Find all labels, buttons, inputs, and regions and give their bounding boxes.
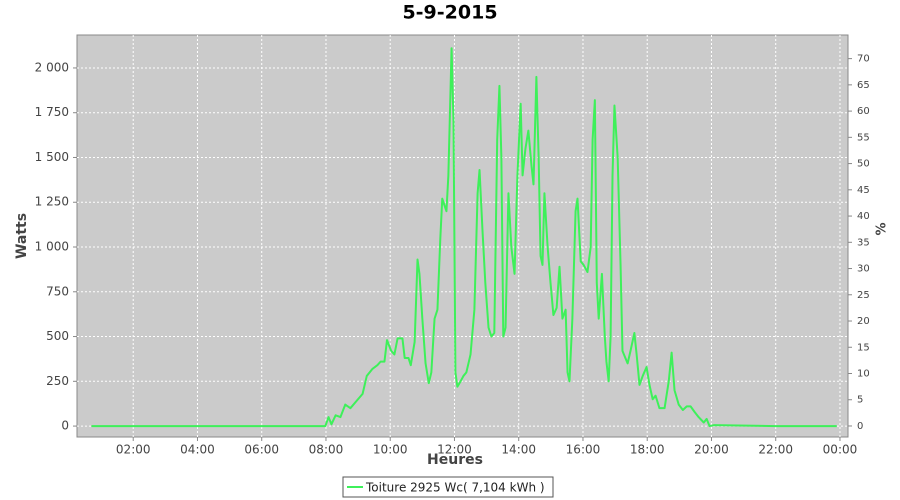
y-tick-label: 1 750: [35, 105, 69, 119]
legend-label: Toiture 2925 Wc( 7,104 kWh ): [365, 481, 545, 495]
y-tick-label: 500: [46, 329, 69, 343]
x-tick-label: 06:00: [244, 443, 279, 457]
y-tick-label: 750: [46, 284, 69, 298]
y-axis-label: Watts: [14, 213, 30, 259]
x-tick-label: 22:00: [758, 443, 793, 457]
y2-tick-label: 5: [857, 395, 863, 406]
y2-tick-label: 50: [857, 159, 870, 170]
y2-tick-label: 35: [857, 237, 870, 248]
y2-tick-label: 65: [857, 80, 870, 91]
y2-tick-label: 25: [857, 290, 870, 301]
y2-tick-label: 55: [857, 132, 870, 143]
y2-tick-label: 10: [857, 368, 870, 379]
x-tick-label: 04:00: [180, 443, 215, 457]
y-tick-label: 1 500: [35, 150, 69, 164]
x-tick-label: 08:00: [309, 443, 344, 457]
x-tick-label: 12:00: [437, 443, 472, 457]
plot-area: [76, 34, 849, 438]
x-tick-label: 10:00: [373, 443, 408, 457]
y2-tick-label: 20: [857, 316, 870, 327]
y2-tick-label: 60: [857, 106, 870, 117]
legend-box: [342, 476, 554, 498]
y-tick-label: 1 250: [35, 195, 69, 209]
x-tick-label: 16:00: [566, 443, 601, 457]
y2-tick-label: 15: [857, 342, 870, 353]
x-tick-label: 20:00: [694, 443, 729, 457]
y-tick-label: 2 000: [35, 60, 69, 74]
y2-tick-label: 45: [857, 185, 870, 196]
y2-tick-label: 40: [857, 211, 870, 222]
y-tick-label: 250: [46, 374, 69, 388]
x-axis-label: Heures: [427, 452, 483, 468]
y2-axis-label: %: [875, 222, 890, 235]
y2-tick-label: 30: [857, 264, 870, 275]
y2-tick-label: 70: [857, 54, 870, 65]
x-tick-label: 02:00: [116, 443, 151, 457]
x-tick-label: 18:00: [630, 443, 665, 457]
x-tick-label: 14:00: [501, 443, 536, 457]
y2-tick-label: 0: [857, 421, 863, 432]
x-tick-label: 00:00: [823, 443, 858, 457]
data-line: [91, 47, 837, 428]
y-tick-label: 0: [61, 419, 69, 433]
y-tick-label: 1 000: [35, 240, 69, 254]
chart-title: 5-9-2015: [402, 2, 497, 24]
